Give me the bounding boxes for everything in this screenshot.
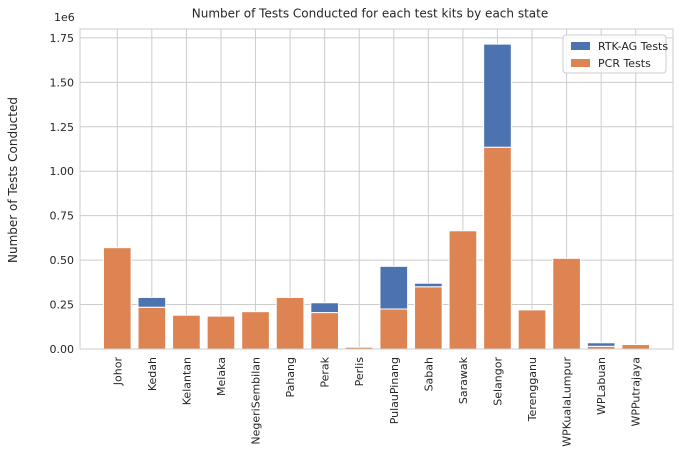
- x-tick-label: Johor: [111, 357, 124, 387]
- y-axis-label: Number of Tests Conducted: [6, 97, 20, 263]
- bar-pcr-tests: [206, 315, 236, 350]
- x-tick-label: Perlis: [353, 357, 366, 387]
- y-tick-label: 1.75: [50, 32, 75, 45]
- y-tick-label: 1.50: [50, 76, 75, 89]
- bar-rtk-ag-tests: [483, 43, 512, 148]
- legend-label: PCR Tests: [598, 57, 651, 70]
- x-tick-label: Sabah: [422, 357, 435, 391]
- x-tick-label: Kelantan: [180, 357, 193, 405]
- bar-pcr-tests: [552, 257, 581, 350]
- y-tick-label: 1.25: [50, 121, 75, 134]
- bar-pcr-tests: [379, 308, 409, 350]
- bar-pcr-tests: [241, 311, 270, 350]
- bars: [102, 43, 651, 350]
- x-tick-label: PulauPinang: [388, 357, 401, 424]
- bar-pcr-tests: [414, 286, 443, 350]
- x-tick-label: Terengganu: [526, 357, 539, 422]
- legend-swatch: [571, 59, 590, 67]
- bar-pcr-tests: [137, 306, 167, 350]
- x-tick-label: WPLabuan: [595, 357, 608, 415]
- x-tick-label: Selangor: [491, 357, 504, 406]
- x-tick-label: Perak: [319, 356, 332, 387]
- x-tick-label: Melaka: [215, 357, 228, 396]
- x-tick-label: Pahang: [284, 357, 297, 398]
- bar-pcr-tests: [517, 309, 547, 350]
- bar-pcr-tests: [275, 296, 305, 350]
- bar-rtk-ag-tests: [414, 282, 443, 288]
- x-ticks: Johor Kedah Kelantan Melaka NegeriSembilan Pa…: [111, 356, 642, 446]
- x-tick-label: WPKualaLumpur: [561, 357, 574, 447]
- x-tick-label: Sarawak: [457, 356, 470, 404]
- y-offset-label: 1e6: [54, 11, 75, 24]
- bar-pcr-tests: [310, 312, 339, 350]
- bar-rtk-ag-tests: [310, 302, 339, 314]
- plot-frame: [79, 28, 674, 350]
- y-tick-label: 0.75: [50, 210, 75, 223]
- legend-label: RTK-AG Tests: [598, 40, 668, 53]
- bar-pcr-tests: [102, 247, 132, 350]
- y-ticks: 0.00 0.25 0.50 0.75 1.00 1.25 1.50 1.75: [50, 32, 75, 356]
- legend-swatch: [571, 42, 590, 50]
- x-tick-label: NegeriSembilan: [250, 357, 263, 445]
- y-tick-label: 0.25: [50, 299, 75, 312]
- grid: [80, 29, 673, 350]
- bar-rtk-ag-tests: [586, 342, 616, 347]
- x-tick-label: WPPutrajaya: [630, 357, 643, 427]
- x-tick-label: Kedah: [146, 357, 159, 391]
- y-tick-label: 0.50: [50, 254, 75, 267]
- chart-title: Number of Tests Conducted for each test …: [192, 7, 548, 21]
- y-tick-label: 1.00: [50, 165, 75, 178]
- bar-pcr-tests: [483, 146, 512, 350]
- bar-pcr-tests: [448, 230, 478, 350]
- y-tick-label: 0.00: [50, 343, 75, 356]
- bar-rtk-ag-tests: [137, 296, 167, 308]
- bar-pcr-tests: [621, 344, 651, 350]
- bar-pcr-tests: [172, 314, 201, 350]
- legend: RTK-AG Tests PCR Tests: [562, 34, 668, 74]
- bar-rtk-ag-tests: [379, 265, 409, 310]
